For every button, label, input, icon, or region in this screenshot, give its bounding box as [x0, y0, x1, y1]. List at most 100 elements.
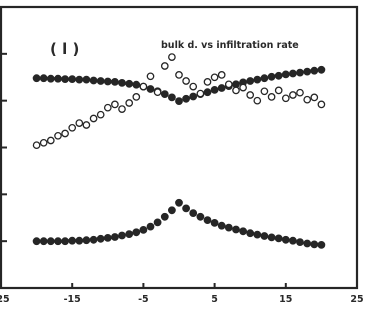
data-point — [288, 69, 297, 78]
data-point — [54, 74, 62, 83]
data-point — [61, 75, 69, 83]
data-point — [153, 88, 162, 97]
data-point — [160, 62, 169, 70]
data-point — [111, 100, 119, 109]
data-point — [232, 86, 240, 95]
data-point — [118, 79, 126, 87]
data-point — [274, 234, 283, 243]
data-point — [296, 88, 304, 97]
data-point — [54, 131, 62, 140]
data-point — [175, 198, 183, 207]
data-point — [210, 86, 219, 94]
data-point — [246, 77, 255, 85]
data-point — [96, 77, 105, 85]
data-point — [132, 80, 141, 89]
data-point — [182, 77, 190, 85]
data-point — [196, 212, 205, 221]
x-tick-label: -15 — [64, 294, 81, 305]
data-point — [274, 86, 283, 95]
data-point — [267, 72, 276, 81]
data-point — [253, 96, 262, 105]
data-point — [103, 233, 112, 242]
y-axis — [1, 52, 7, 243]
data-point — [224, 223, 233, 232]
x-tick-label: -5 — [138, 294, 149, 305]
data-point — [296, 68, 304, 77]
data-point — [111, 78, 119, 86]
data-point — [303, 239, 312, 248]
x-tick-label: 5 — [211, 294, 218, 305]
data-point — [189, 209, 198, 218]
data-point — [167, 93, 176, 102]
data-point — [303, 67, 312, 76]
series-1 — [32, 65, 326, 105]
data-point — [82, 75, 91, 84]
data-point — [260, 87, 269, 96]
data-point — [217, 71, 226, 79]
data-point — [125, 99, 134, 107]
data-point — [75, 236, 84, 245]
data-point — [39, 74, 48, 83]
data-point — [89, 114, 98, 123]
data-point — [217, 221, 226, 230]
data-point — [46, 136, 55, 145]
data-point — [61, 129, 69, 138]
data-point — [125, 230, 134, 239]
data-point — [210, 73, 219, 82]
data-point — [68, 123, 77, 132]
data-point — [68, 236, 77, 245]
data-point — [75, 119, 84, 127]
data-point — [317, 65, 326, 74]
data-point — [189, 82, 198, 91]
data-point — [281, 70, 290, 79]
data-point — [175, 97, 183, 105]
data-point — [68, 75, 77, 83]
data-point — [125, 79, 134, 88]
data-point — [196, 89, 205, 98]
data-point — [118, 231, 126, 240]
data-point — [153, 218, 162, 227]
x-tick-label: 15 — [279, 294, 292, 305]
data-point — [103, 77, 112, 86]
data-point — [253, 230, 262, 239]
data-point — [317, 100, 326, 109]
data-point — [139, 82, 148, 91]
data-point — [246, 229, 255, 238]
data-point — [146, 72, 155, 81]
data-point — [61, 237, 69, 246]
data-point — [82, 236, 91, 245]
data-point — [310, 240, 319, 249]
data-point — [89, 235, 98, 244]
data-point — [267, 93, 276, 101]
data-point — [303, 95, 312, 104]
data-point — [253, 75, 262, 84]
data-point — [46, 237, 55, 246]
data-point — [111, 233, 119, 241]
x-axis: -25 -15 -5 5 15 25 — [0, 283, 364, 305]
data-point — [260, 74, 269, 83]
data-point — [203, 216, 212, 225]
data-point — [296, 238, 304, 247]
data-point — [139, 225, 148, 234]
data-point — [54, 237, 62, 246]
data-point — [146, 85, 155, 93]
data-point — [182, 94, 191, 103]
data-point — [75, 75, 84, 84]
data-point — [160, 90, 169, 98]
data-point — [267, 233, 276, 242]
data-point — [118, 105, 126, 113]
data-point — [310, 93, 319, 102]
data-point — [132, 228, 141, 237]
data-point — [175, 71, 183, 79]
series-2 — [32, 53, 326, 150]
panel-label: ( l ) — [50, 40, 79, 58]
data-point — [232, 225, 240, 234]
data-point — [167, 206, 176, 215]
data-point — [32, 237, 41, 246]
x-tick-label: 25 — [350, 294, 363, 305]
data-point — [160, 212, 169, 221]
data-point — [32, 141, 41, 150]
data-point — [281, 235, 290, 244]
data-point — [146, 222, 155, 231]
